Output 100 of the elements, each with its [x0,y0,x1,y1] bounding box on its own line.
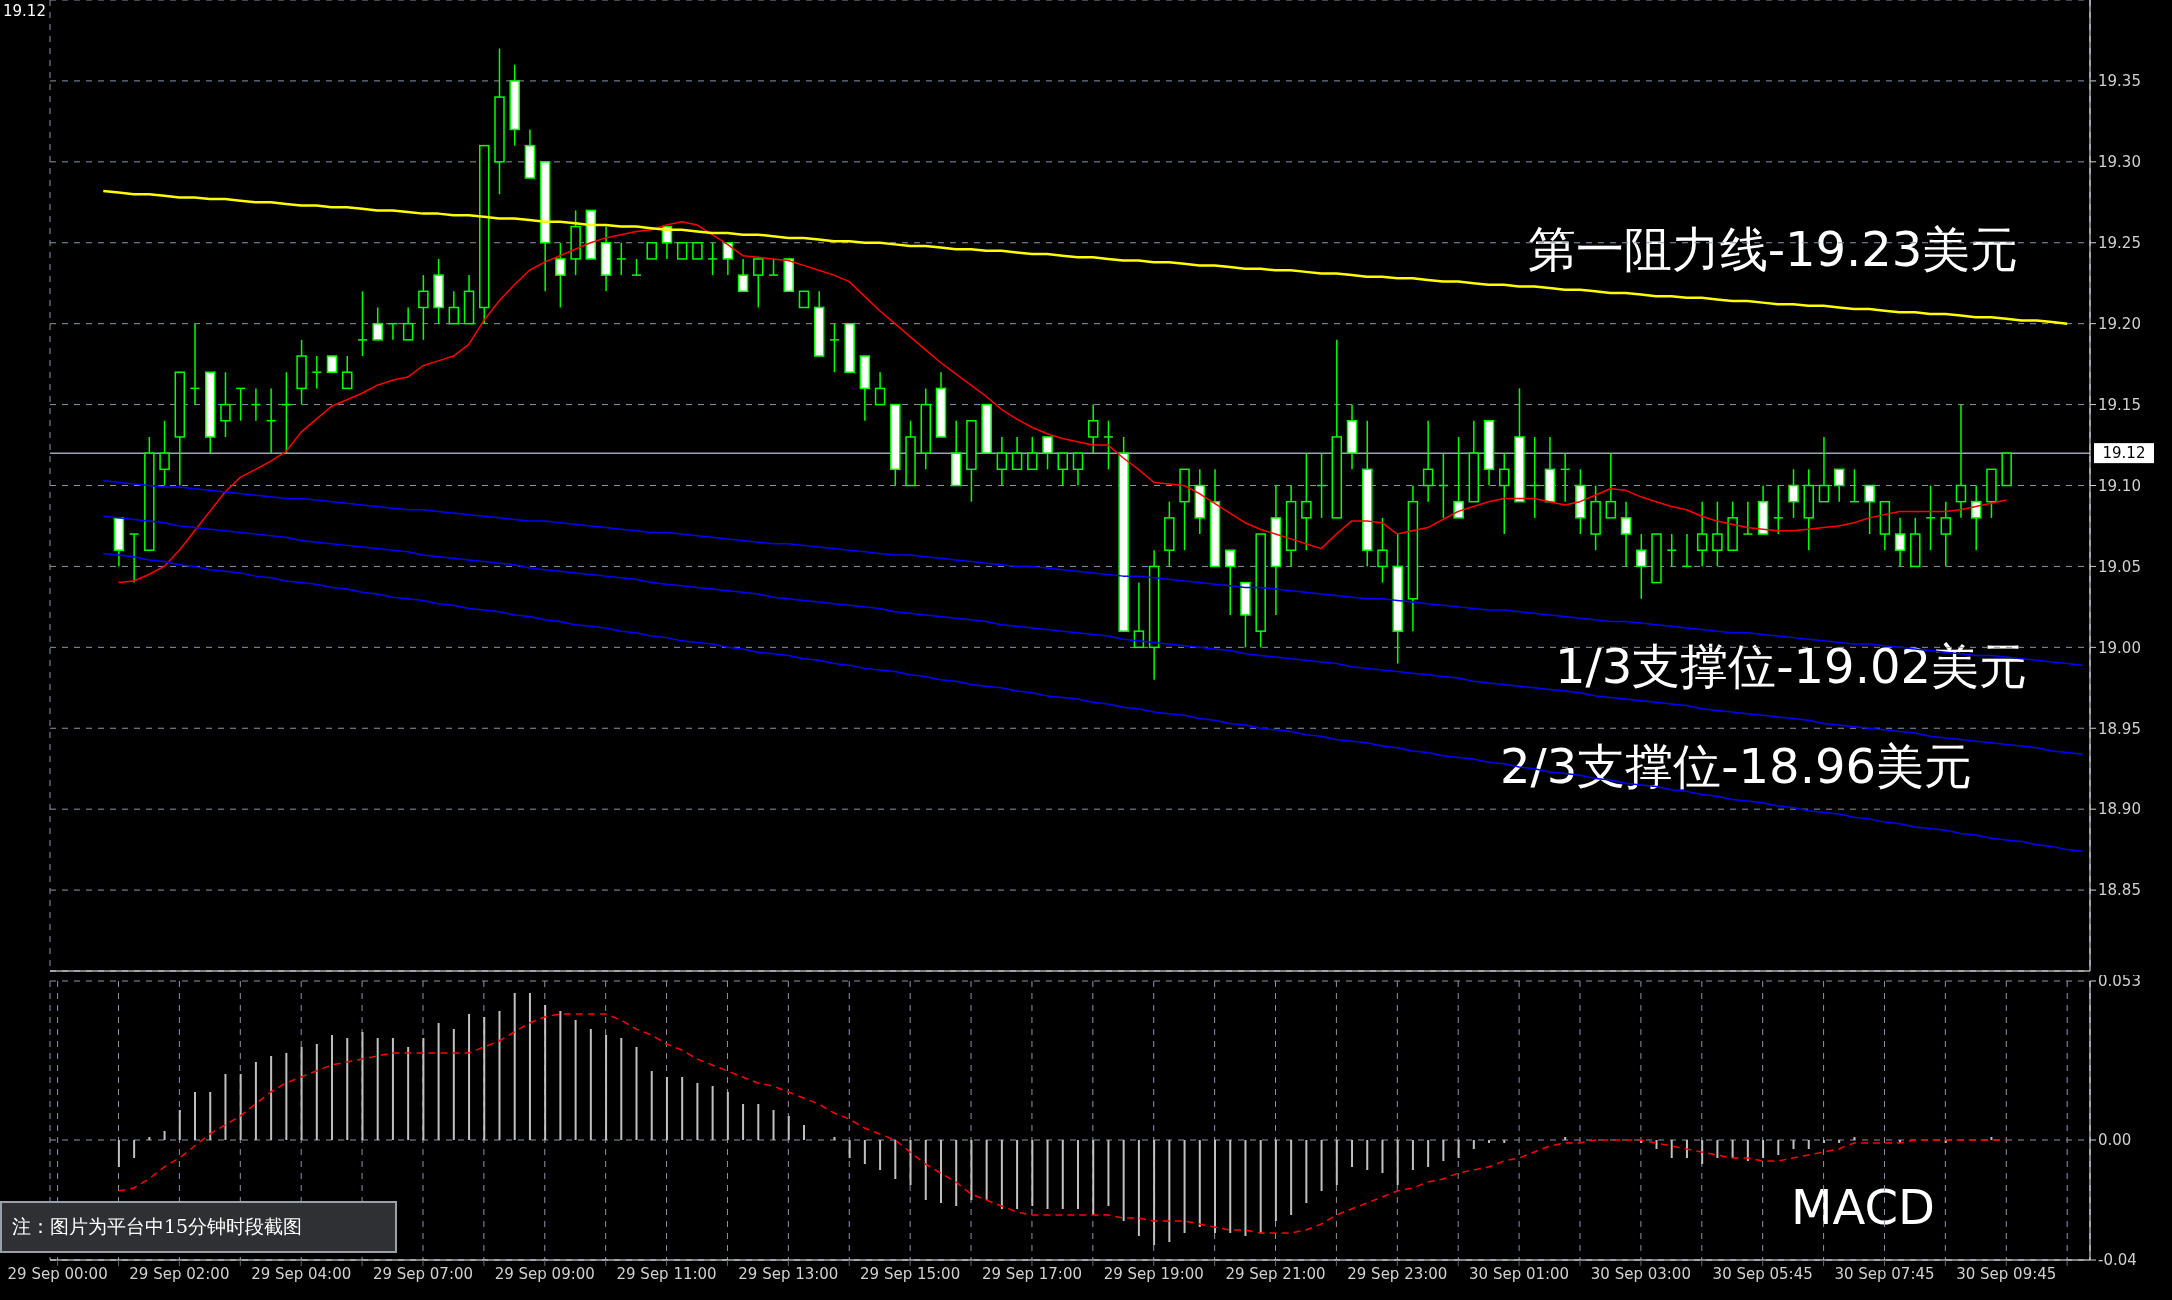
bar [696,1083,699,1140]
bar [1198,1140,1201,1227]
bar [1411,1140,1414,1170]
bar [285,1053,288,1140]
x-tick-label: 29 Sep 15:00 [860,1264,961,1283]
bar [178,1110,181,1140]
bar [1503,1140,1506,1143]
bar [1442,1140,1445,1161]
candlestick [1620,500,1632,568]
bar [939,1140,942,1203]
bar [559,1011,562,1140]
line-series [102,189,2069,325]
y-tick-label: 18.95 [2098,719,2141,738]
bar [498,1011,501,1140]
bar [1107,1140,1110,1206]
bar [1183,1140,1186,1233]
bar [1762,1140,1765,1158]
x-tick-label: 29 Sep 13:00 [738,1264,839,1283]
bar [802,1125,805,1140]
bar [452,1029,455,1140]
bar [970,1140,973,1200]
bar [1777,1140,1780,1155]
candlestick [1377,517,1388,584]
bar [1746,1140,1749,1161]
candlestick [1453,436,1464,519]
candlestick [1499,452,1510,535]
bar [1990,1137,1993,1140]
bar [346,1038,349,1140]
bar [589,1029,592,1140]
bar [1092,1140,1095,1215]
candlestick [555,242,566,309]
bar [1229,1140,1232,1233]
candlestick [829,322,840,373]
bar [726,1092,729,1140]
bar [1822,1140,1825,1143]
bar [787,1116,790,1140]
bar [391,1038,394,1140]
bar [1031,1140,1034,1206]
y-tick-label: 19.20 [2098,314,2141,333]
x-tick-label: 29 Sep 11:00 [616,1264,717,1283]
bar [1077,1140,1079,1209]
line-series [102,552,2084,852]
x-tick-label: 29 Sep 02:00 [129,1264,230,1283]
candlestick [448,290,460,325]
bar [528,993,531,1140]
y-tick-label: 19.10 [2098,476,2141,495]
candlestick [707,242,718,276]
bar [1807,1140,1810,1149]
bar [194,1092,197,1140]
bar [1564,1137,1567,1140]
candlestick [1712,500,1723,568]
candlestick [1833,468,1845,503]
candlestick [1773,484,1784,535]
candlestick [1925,484,1936,551]
bar [148,1137,151,1140]
candlestick [1636,533,1647,600]
candlestick [159,420,170,487]
y-tick-label: 19.35 [2098,72,2141,91]
bar [955,1140,958,1206]
candlestick [1940,500,1952,568]
candlestick [1224,549,1236,616]
candlestick [265,387,277,454]
y-tick-label: 19.15 [2098,395,2141,414]
bar [1244,1140,1247,1236]
candlestick [1042,436,1053,471]
bar [1351,1140,1354,1167]
x-tick-label: 30 Sep 09:45 [1956,1264,2057,1283]
bar [1716,1140,1719,1158]
x-tick-label: 30 Sep 07:45 [1834,1264,1935,1283]
candlestick [1818,436,1830,503]
bar [620,1038,623,1140]
bar [1122,1140,1125,1221]
candlestick [128,533,140,584]
bar [163,1131,166,1140]
bar [315,1044,318,1140]
x-tick-label: 29 Sep 17:00 [981,1264,1082,1283]
bar [985,1140,988,1200]
candlestick [1742,500,1754,535]
x-tick-label: 29 Sep 00:00 [7,1264,108,1283]
bar [605,1035,608,1140]
bar [1305,1140,1308,1203]
candlestick [996,436,1008,487]
candlestick [1788,468,1799,519]
bar [224,1074,227,1140]
bar [848,1140,851,1158]
bar [239,1074,242,1140]
candlestick [1422,420,1434,503]
y-tick-label: 0.053 [2098,972,2141,991]
x-tick-label: 29 Sep 23:00 [1347,1264,1448,1283]
bar [879,1140,882,1170]
x-tick-label: 29 Sep 04:00 [251,1264,352,1283]
bar [1655,1140,1658,1149]
bar [650,1071,653,1140]
y-tick-label: 18.85 [2098,881,2141,900]
bar [1427,1140,1430,1167]
bar [270,1056,273,1140]
bar [863,1140,866,1164]
candlestick [1087,403,1099,454]
bar [1366,1140,1369,1170]
bar [1472,1140,1475,1149]
